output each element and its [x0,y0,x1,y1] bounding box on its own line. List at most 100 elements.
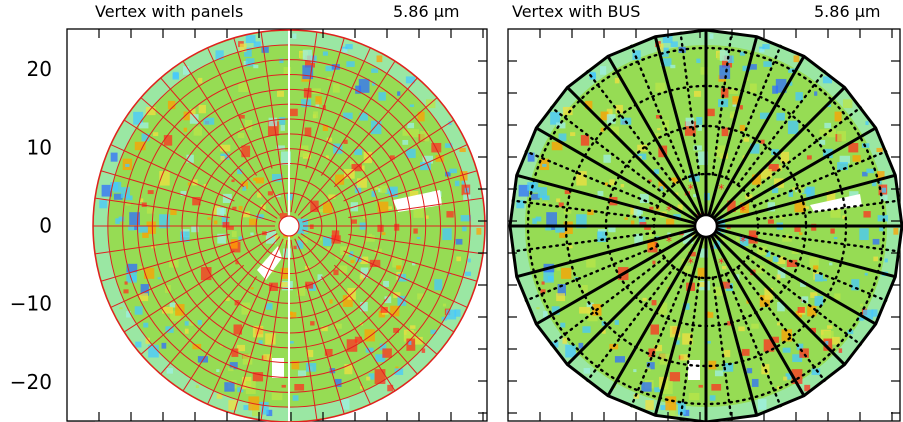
surface-blotch [661,47,669,57]
surface-blotch [459,171,468,181]
surface-blotch [659,186,664,191]
bus-outer-polygon [508,28,903,422]
surface-blotch [789,81,793,86]
panel-radial [110,144,235,202]
left-central-hole [278,215,300,237]
surface-blotch [776,274,781,280]
surface-blotch [304,55,316,68]
left-plot [66,28,488,422]
surface-blotch [143,322,149,328]
surface-blotch [124,281,128,285]
surface-blotch [346,339,358,352]
surface-blotch [362,215,367,220]
right-bus-beams [508,28,903,422]
surface-blotch [771,149,780,156]
surface-blotch [237,387,244,393]
surface-blotch [374,369,386,384]
surface-blotch [368,373,375,380]
surface-blotch [371,68,379,73]
surface-blotch [603,154,611,163]
surface-blotch [842,99,853,109]
surface-blotch [557,284,566,296]
bus-dotted-radial [724,43,783,180]
surface-blotch [677,204,683,211]
surface-blotch [276,90,285,97]
surface-blotch [476,227,482,235]
surface-blotch [682,333,693,345]
surface-blotch [735,209,741,213]
surface-blotch [797,306,805,313]
surface-blotch [180,231,190,243]
bus-beam [714,126,877,222]
surface-blotch [842,215,846,219]
surface-blotch [197,320,202,325]
surface-blotch [859,228,869,241]
surface-blotch [576,171,587,186]
bus-marker: * [688,182,694,196]
surface-blotch [120,187,131,198]
surface-blotch [556,293,566,302]
surface-blotch [128,225,135,231]
surface-blotch [279,213,288,219]
surface-blotch [323,202,333,214]
bus-marker: * [666,234,672,248]
surface-blotch [113,193,123,200]
left-annotation: 5.86 μm [393,2,459,21]
surface-blotch [280,125,285,131]
surface-blotch [413,228,418,234]
surface-blotch [241,181,248,189]
surface-blotch [697,125,702,131]
surface-blotch [99,200,108,209]
surface-blotch [876,171,885,181]
panel-radial [300,119,455,219]
surface-blotch [787,120,799,135]
surface-blotch [582,326,591,333]
surface-blotch [141,133,150,142]
surface-blotch [606,108,613,116]
surface-blotch [858,316,864,321]
surface-blotch [377,224,384,232]
surface-blotch [325,155,329,159]
surface-blotch [260,204,266,211]
bus-beam [707,236,759,416]
surface-blotch [614,356,625,363]
surface-blotch [271,173,283,182]
surface-blotch [175,304,185,316]
surface-blotch [250,232,254,236]
surface-blotch [653,344,663,352]
surface-blotch [236,344,246,352]
surface-blotch [146,221,156,234]
surface-blotch [281,151,291,165]
right-central-hole [693,213,719,239]
surface-blotch [827,129,837,138]
surface-blotch [669,325,681,338]
bus-dotted-radial [549,256,666,347]
surface-blotch [327,76,332,82]
surface-blotch [296,240,304,249]
bus-beam [606,55,702,218]
surface-blotch [221,216,229,226]
surface-blotch [637,153,647,160]
surface-blotch [532,218,537,224]
surface-blotch [408,340,412,345]
surface-blotch [405,76,416,84]
surface-blotch [249,218,258,226]
surface-blotch [527,182,536,191]
surface-blotch [315,96,322,105]
surface-blotch [833,236,838,240]
surface-blotch [281,384,286,388]
surface-blotch [455,238,463,245]
surface-blotch [167,100,176,110]
bus-dotted-radial [756,231,902,253]
surface-blotch [697,267,706,279]
bus-dotted-radial [752,244,889,303]
surface-blotch [335,256,339,260]
right-bus-markers: * * * * * * * * [666,182,746,270]
right-title: Vertex with BUS [512,2,640,21]
bus-dotted-radial [711,276,733,422]
surface-blotch [159,214,170,229]
surface-blotch [648,348,656,357]
bus-beam [535,230,698,326]
surface-blotch [565,344,576,358]
surface-blotch [878,180,882,185]
